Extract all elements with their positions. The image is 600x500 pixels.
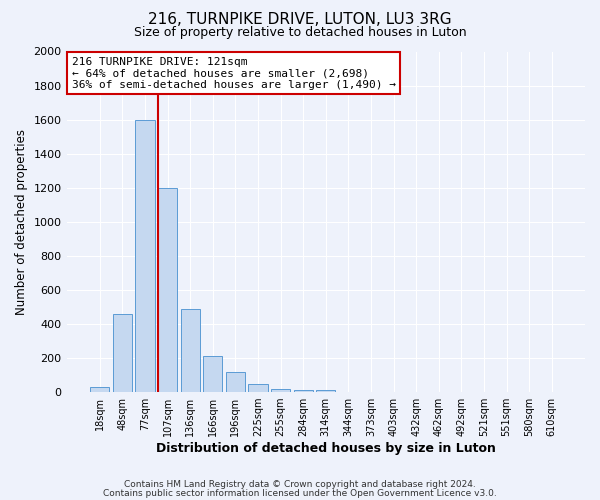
Bar — [203, 356, 223, 392]
Bar — [316, 390, 335, 392]
Y-axis label: Number of detached properties: Number of detached properties — [15, 129, 28, 315]
Text: Contains HM Land Registry data © Crown copyright and database right 2024.: Contains HM Land Registry data © Crown c… — [124, 480, 476, 489]
Bar — [271, 388, 290, 392]
Bar — [158, 188, 177, 392]
Bar — [248, 384, 268, 392]
Bar — [293, 390, 313, 392]
Text: 216, TURNPIKE DRIVE, LUTON, LU3 3RG: 216, TURNPIKE DRIVE, LUTON, LU3 3RG — [148, 12, 452, 28]
Bar — [226, 372, 245, 392]
Bar — [181, 308, 200, 392]
Text: Contains public sector information licensed under the Open Government Licence v3: Contains public sector information licen… — [103, 488, 497, 498]
Text: Size of property relative to detached houses in Luton: Size of property relative to detached ho… — [134, 26, 466, 39]
Text: 216 TURNPIKE DRIVE: 121sqm
← 64% of detached houses are smaller (2,698)
36% of s: 216 TURNPIKE DRIVE: 121sqm ← 64% of deta… — [72, 56, 396, 90]
Bar — [113, 314, 132, 392]
Bar — [90, 387, 109, 392]
X-axis label: Distribution of detached houses by size in Luton: Distribution of detached houses by size … — [156, 442, 496, 455]
Bar — [136, 120, 155, 392]
